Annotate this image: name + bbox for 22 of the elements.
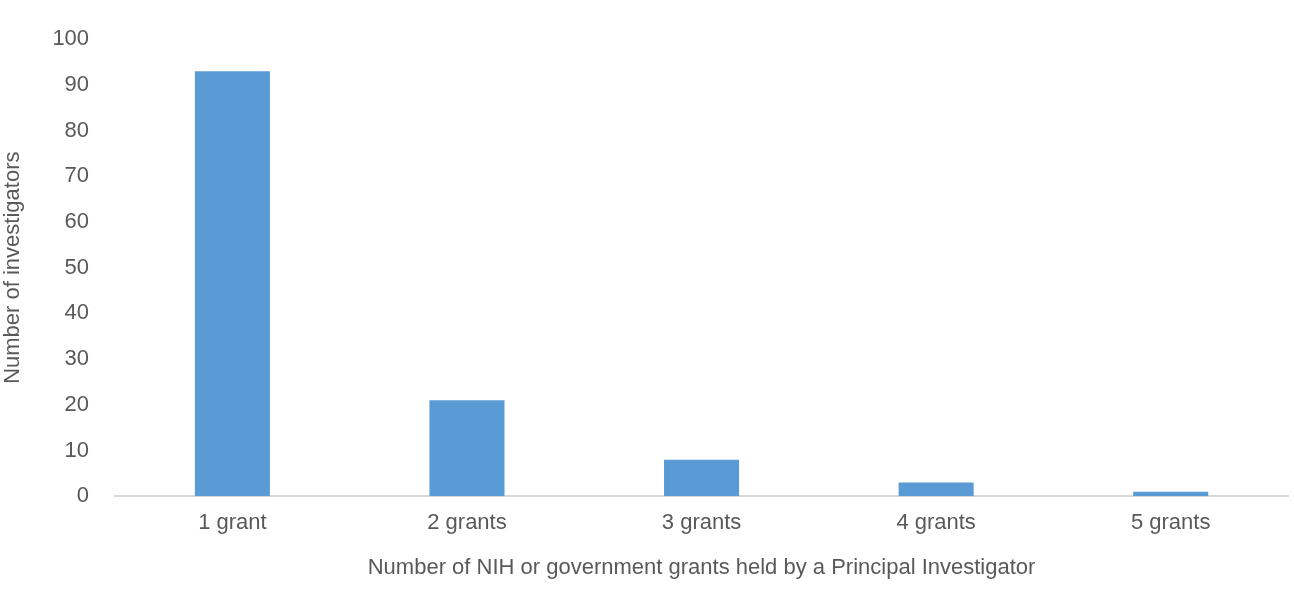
x-tick-label: 2 grants bbox=[427, 509, 507, 535]
bar bbox=[664, 459, 740, 497]
y-tick-label: 20 bbox=[64, 390, 90, 416]
y-tick-label: 80 bbox=[64, 116, 90, 142]
x-tick-label: 4 grants bbox=[896, 509, 976, 535]
y-axis-title: Number of investigators bbox=[0, 151, 25, 384]
y-tick-label: 0 bbox=[76, 482, 90, 508]
x-tick-label: 3 grants bbox=[661, 509, 742, 535]
y-tick-label: 100 bbox=[52, 25, 90, 51]
y-tick-label: 90 bbox=[64, 70, 90, 96]
x-tick-label: 1 grant bbox=[198, 509, 267, 535]
y-tick-label: 50 bbox=[64, 253, 90, 279]
y-tick-label: 10 bbox=[64, 436, 90, 462]
y-tick-label: 40 bbox=[64, 299, 90, 325]
y-tick-label: 30 bbox=[64, 345, 90, 371]
x-axis-title: Number of NIH or government grants held by a Principal Investigator bbox=[367, 553, 1036, 579]
x-tick-label: 5 grants bbox=[1130, 509, 1211, 535]
bar bbox=[194, 71, 270, 497]
bar bbox=[898, 482, 974, 497]
y-tick-label: 70 bbox=[64, 162, 90, 188]
bar bbox=[429, 400, 505, 497]
y-tick-label: 60 bbox=[64, 208, 90, 234]
